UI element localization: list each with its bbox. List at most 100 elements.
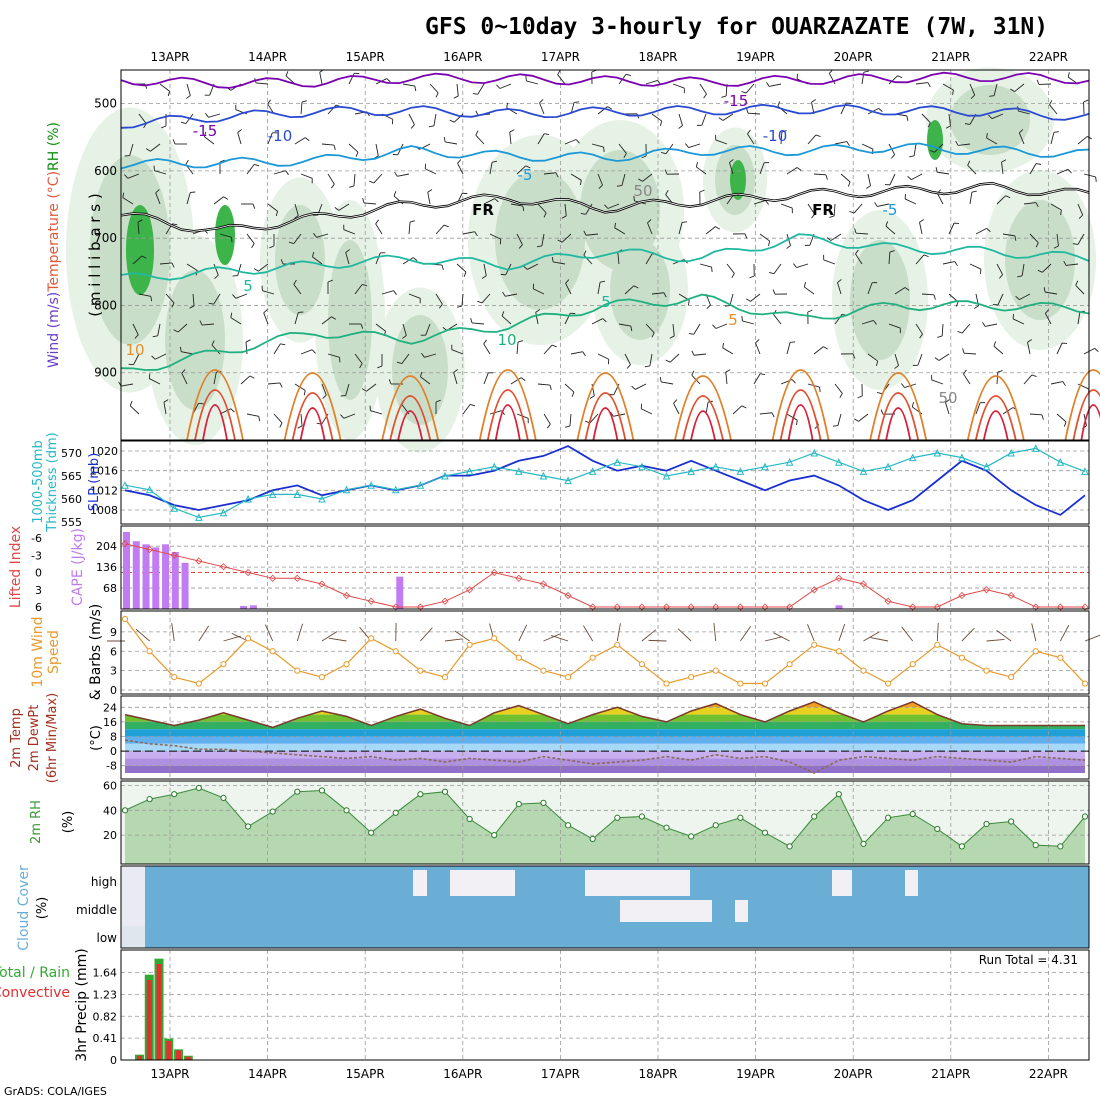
wind10m-ytick: 0: [110, 684, 117, 697]
bottom-date-label: 13APR: [150, 1067, 189, 1081]
thickness-marker: [588, 467, 597, 475]
rh2m-marker: [761, 829, 769, 836]
contour-label: FR: [472, 201, 494, 219]
wind10m-marker: [663, 680, 670, 687]
li-ylabel: Lifted Index: [8, 526, 24, 608]
li-line: [124, 543, 1085, 608]
thickness-marker: [564, 476, 572, 485]
wind-barb: [855, 253, 863, 265]
wind10m-barb: [1031, 623, 1037, 642]
wind-barb-flag: [929, 149, 935, 153]
wind-barb-flag: [945, 399, 950, 403]
warm-isotherm-arch: [397, 410, 424, 441]
thickness-marker: [810, 448, 819, 457]
rh2m-marker: [958, 843, 966, 850]
wind-barb: [256, 82, 269, 85]
wind-barb-flag: [967, 160, 971, 166]
wind-barb: [678, 222, 683, 235]
wind-barb-flag: [749, 275, 755, 279]
precip-conv-bar: [166, 1040, 172, 1060]
wind-barb: [453, 113, 464, 123]
contour-label: FR: [812, 201, 834, 219]
wind-barb: [235, 293, 248, 299]
wind-barb: [840, 173, 851, 183]
wind-barb-flag: [602, 318, 607, 323]
wind10m-barb: [198, 625, 210, 642]
wind-barb: [786, 167, 798, 175]
rh-shade-mid: [610, 240, 670, 340]
wind-barb: [456, 263, 467, 273]
thickness-marker: [318, 494, 326, 503]
wind-barb-flag: [712, 324, 717, 329]
wind-barb-flag: [269, 245, 275, 249]
rh2m-marker: [786, 843, 793, 850]
wind-barb-flag: [663, 292, 667, 298]
wind-barb-flag: [790, 341, 796, 343]
wind-barb-flag: [386, 78, 391, 83]
cloud-ylabel-2: (%): [35, 897, 50, 920]
contour-label: -5: [883, 201, 898, 219]
wind-barb: [477, 83, 485, 95]
li-marker: [1081, 603, 1089, 611]
upper-air-ylabel: Wind (m/s)Temperature (°C)RH (%): [46, 122, 62, 368]
wind-barb-flag: [1060, 209, 1062, 216]
wind10m-barb: [296, 623, 304, 642]
warm-isotherm-arch: [1072, 389, 1100, 441]
wind-barb-flag: [211, 340, 215, 346]
temp-band: [125, 701, 1085, 708]
wind-barb: [1056, 233, 1059, 246]
temp2m-ytick: -8: [106, 760, 117, 773]
wind10m-barb: [936, 623, 939, 642]
wind-barb-flag: [866, 185, 871, 189]
wind-barb: [722, 113, 734, 121]
wind10m-barb: [518, 624, 528, 642]
wind-barb-flag: [463, 271, 467, 277]
wind-barb-flag: [214, 274, 219, 279]
wind10m-barb: [543, 633, 561, 642]
wind-barb-flag: [360, 323, 364, 329]
wind-barb-flag: [933, 294, 936, 300]
wind-barb-flag: [481, 275, 487, 279]
wind-barb: [915, 254, 925, 265]
wind-barb: [937, 171, 950, 175]
wind-barb: [155, 353, 167, 360]
wind-barb-flag: [219, 159, 225, 163]
wind-barb-flag: [1053, 131, 1059, 133]
wind-barb-flag: [453, 95, 459, 99]
wind-barb: [961, 323, 971, 334]
wind-barb: [445, 141, 458, 145]
wind-barb: [553, 261, 566, 265]
wind10m-marker: [811, 641, 818, 648]
wind-barb: [885, 225, 896, 235]
warm-isotherm-arch: [486, 389, 529, 441]
wind10m-marker: [441, 673, 449, 681]
wind-barb: [381, 290, 394, 295]
wind10m-barb: [961, 627, 975, 642]
wind-barb-flag: [878, 108, 883, 112]
wind-barb: [262, 290, 275, 295]
wind-barb: [1021, 263, 1025, 276]
rh-high-patch: [730, 160, 746, 200]
wind-barb: [804, 286, 815, 295]
wind-barb: [370, 410, 383, 415]
wind-barb: [780, 131, 783, 145]
wind-barb: [1014, 83, 1025, 92]
wind-barb: [327, 173, 335, 185]
wind-barb-flag: [288, 241, 294, 245]
wind-barb: [237, 263, 242, 276]
warm-isotherm-arch: [202, 404, 228, 441]
wind-barb: [537, 133, 545, 145]
wind10m-marker: [712, 667, 719, 674]
li-marker: [1032, 603, 1040, 611]
wind-barb: [319, 72, 323, 85]
wind-barb: [828, 73, 836, 85]
rh2m-marker: [392, 809, 399, 816]
precip-ytick: 0.41: [93, 1032, 118, 1045]
wind-barb-flag: [744, 233, 748, 239]
temp2m-ylabel-3: (6hr Min/Max): [45, 693, 60, 783]
wind-barb-flag: [682, 221, 688, 223]
cape-bar: [396, 576, 404, 609]
wind-barb: [535, 312, 539, 325]
thickness-marker: [958, 453, 966, 462]
li-marker: [244, 568, 252, 577]
